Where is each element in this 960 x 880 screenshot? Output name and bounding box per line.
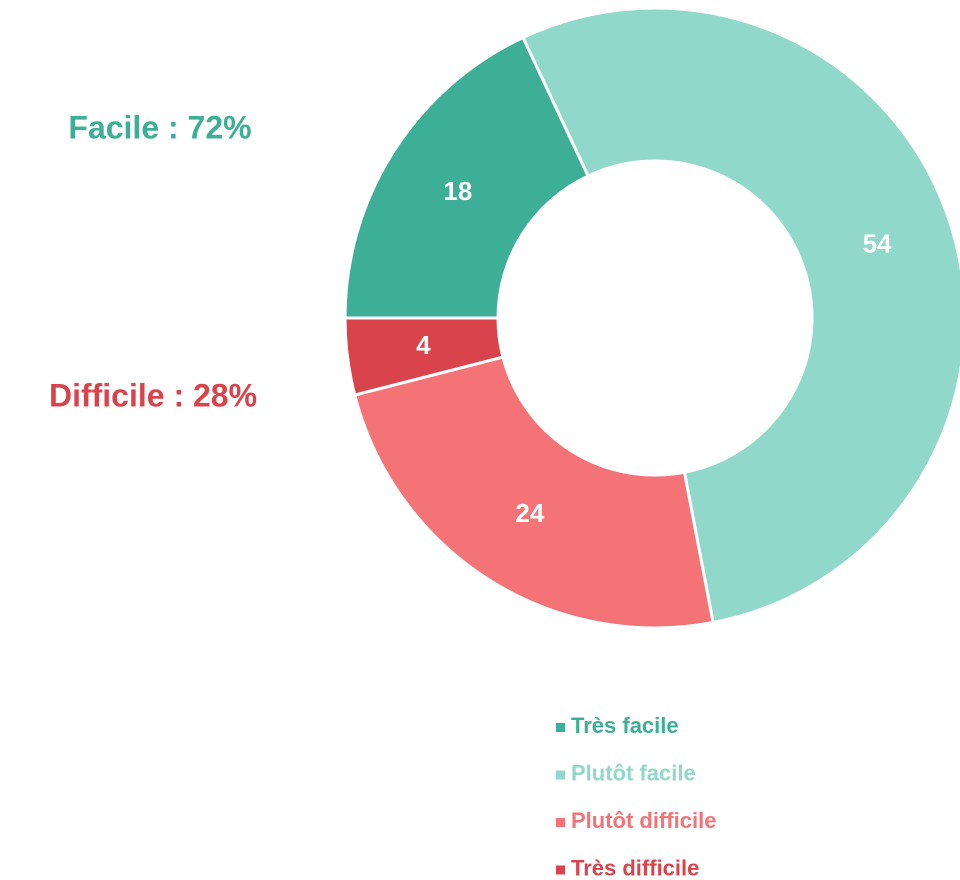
legend-label: Plutôt difficile [571, 808, 716, 833]
slice [343, 35, 591, 320]
legend-marker [556, 865, 565, 875]
legend-label: Plutôt facile [571, 760, 696, 785]
legend-marker [556, 723, 565, 732]
slice [343, 316, 505, 397]
slice [521, 6, 960, 625]
annotation: Facile : 72% [68, 109, 251, 145]
data-label: 18 [443, 176, 472, 206]
slice [352, 355, 715, 630]
data-label: 54 [863, 229, 892, 259]
data-label: 4 [416, 330, 431, 360]
legend-marker [556, 818, 565, 827]
legend-label: Très difficile [571, 855, 699, 880]
legend-label: Très facile [571, 713, 679, 738]
data-label: 24 [515, 498, 544, 528]
annotation: Difficile : 28% [49, 377, 257, 413]
legend-marker [556, 770, 565, 780]
